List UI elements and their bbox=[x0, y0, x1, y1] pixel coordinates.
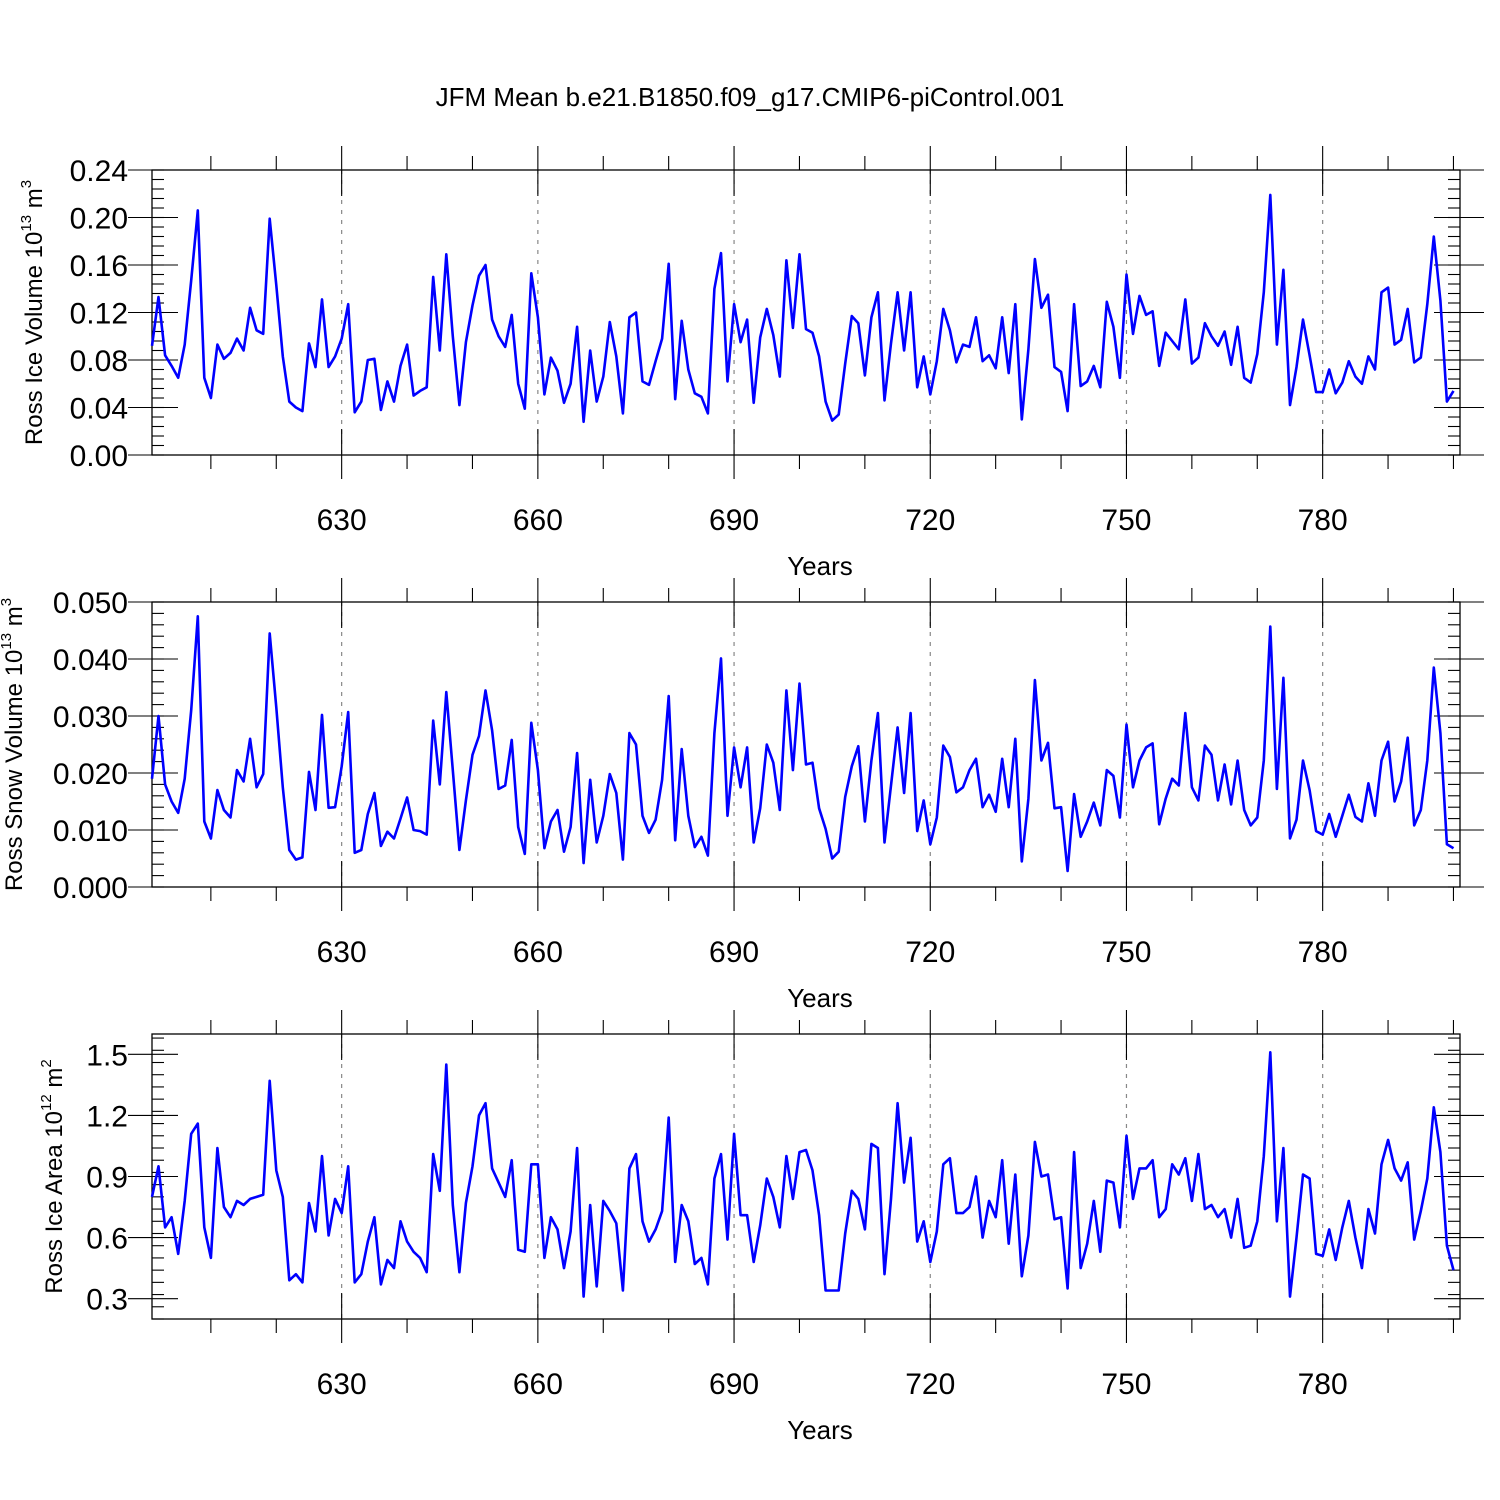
y-axis-title-ice-volume: Ross Ice Volume 1013 m3 bbox=[18, 180, 48, 445]
x-tick-label-ice-area: 630 bbox=[317, 1368, 367, 1401]
x-tick-label-ice-area: 720 bbox=[905, 1368, 955, 1401]
x-axis-title-ice-volume: Years bbox=[787, 551, 853, 581]
series-line-snow-volume bbox=[150, 614, 1455, 873]
y-tick-label-ice-volume: 0.24 bbox=[70, 155, 128, 188]
y-tick-label-ice-area: 0.3 bbox=[86, 1284, 128, 1317]
x-axis-title-ice-area: Years bbox=[787, 1415, 853, 1445]
x-tick-label-ice-area: 750 bbox=[1101, 1368, 1151, 1401]
x-tick-label-ice-volume: 630 bbox=[317, 504, 367, 537]
series-line-ice-area bbox=[150, 1051, 1455, 1298]
y-tick-label-ice-volume: 0.08 bbox=[70, 345, 128, 378]
panel-ice-area: 0.3 0.6 0.9 1.2 1.5 630 660 690 720 750 780 Years Ro… bbox=[38, 1010, 1484, 1445]
y-tick-label-snow-volume: 0.000 bbox=[53, 872, 128, 905]
plot-frame-snow-volume bbox=[151, 601, 1461, 888]
y-axis-title-ice-area: Ross Ice Area 1012 m2 bbox=[38, 1059, 68, 1293]
x-tick-label-ice-volume: 690 bbox=[709, 504, 759, 537]
x-tick-label-ice-volume: 750 bbox=[1101, 504, 1151, 537]
y-tick-label-ice-volume: 0.20 bbox=[70, 203, 128, 236]
y-tick-label-ice-area: 1.5 bbox=[86, 1039, 128, 1072]
chart-panels: 0.00 0.04 0.08 0.12 0.16 0.20 0.24 630 660 690 720… bbox=[0, 146, 1484, 1445]
y-axis-title-snow-volume: Ross Snow Volume 1013 m3 bbox=[0, 598, 28, 891]
y-tick-label-snow-volume: 0.010 bbox=[53, 815, 128, 848]
y-tick-label-ice-area: 0.9 bbox=[86, 1162, 128, 1195]
y-tick-label-ice-volume: 0.12 bbox=[70, 298, 128, 331]
y-tick-label-snow-volume: 0.030 bbox=[53, 701, 128, 734]
x-tick-label-ice-area: 690 bbox=[709, 1368, 759, 1401]
y-tick-label-ice-volume: 0.00 bbox=[70, 440, 128, 473]
x-tick-label-snow-volume: 660 bbox=[513, 936, 563, 969]
x-tick-label-snow-volume: 750 bbox=[1101, 936, 1151, 969]
chart-title: JFM Mean b.e21.B1850.f09_g17.CMIP6-piCon… bbox=[436, 82, 1065, 112]
x-tick-label-snow-volume: 630 bbox=[317, 936, 367, 969]
panel-snow-volume: 0.000 0.010 0.020 0.030 0.040 0.050 630 660 690 7… bbox=[0, 578, 1484, 1013]
y-tick-label-snow-volume: 0.020 bbox=[53, 758, 128, 791]
x-tick-label-ice-volume: 780 bbox=[1298, 504, 1348, 537]
panel-ice-volume: 0.00 0.04 0.08 0.12 0.16 0.20 0.24 630 660 690 720… bbox=[18, 146, 1484, 581]
y-tick-label-ice-area: 1.2 bbox=[86, 1100, 128, 1133]
y-tick-label-ice-area: 0.6 bbox=[86, 1223, 128, 1256]
x-tick-label-snow-volume: 780 bbox=[1298, 936, 1348, 969]
y-tick-label-snow-volume: 0.050 bbox=[53, 587, 128, 620]
y-tick-label-snow-volume: 0.040 bbox=[53, 644, 128, 677]
x-tick-label-snow-volume: 720 bbox=[905, 936, 955, 969]
x-tick-label-snow-volume: 690 bbox=[709, 936, 759, 969]
y-tick-label-ice-volume: 0.04 bbox=[70, 393, 128, 426]
x-tick-label-ice-area: 780 bbox=[1298, 1368, 1348, 1401]
series-line-ice-volume bbox=[150, 193, 1455, 424]
x-tick-label-ice-volume: 720 bbox=[905, 504, 955, 537]
x-tick-label-ice-area: 660 bbox=[513, 1368, 563, 1401]
x-tick-label-ice-volume: 660 bbox=[513, 504, 563, 537]
x-axis-title-snow-volume: Years bbox=[787, 983, 853, 1013]
y-tick-label-ice-volume: 0.16 bbox=[70, 250, 128, 283]
